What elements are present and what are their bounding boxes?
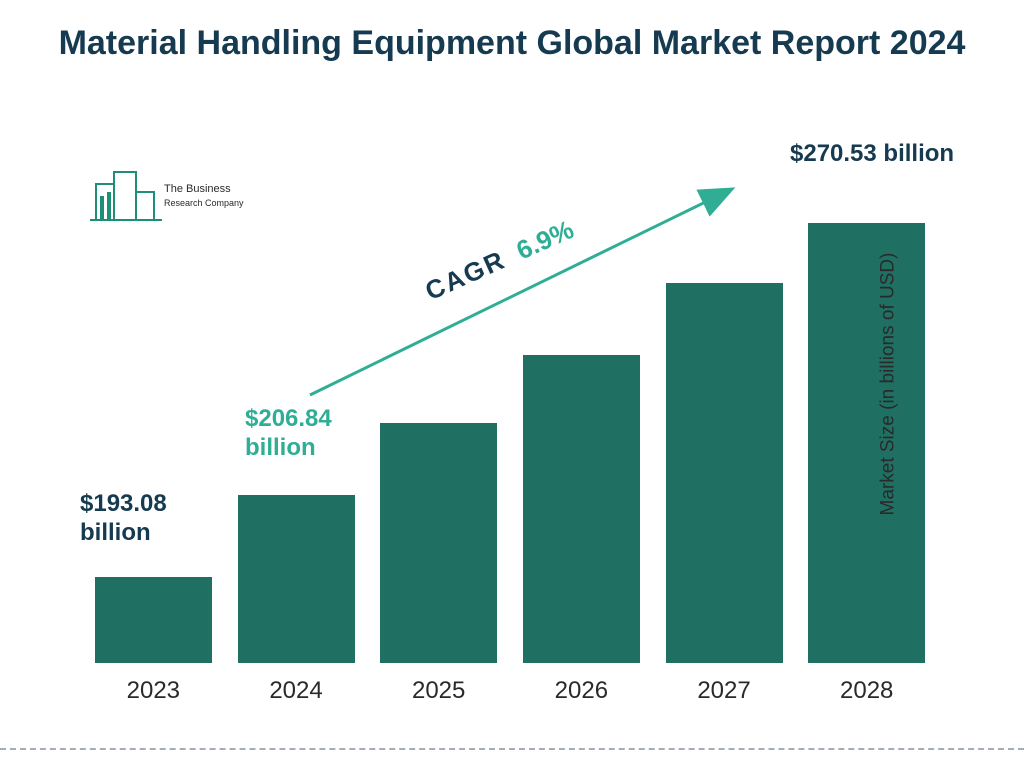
bar: [523, 355, 640, 663]
bar: [380, 423, 497, 663]
value-label-2028: $270.53 billion: [790, 140, 990, 169]
x-label: 2024: [225, 677, 368, 705]
chart-container: Material Handling Equipment Global Marke…: [0, 0, 1024, 768]
bar: [238, 495, 355, 663]
x-axis-labels: 2023 2024 2025 2026 2027 2028: [70, 677, 950, 705]
bar: [666, 283, 783, 663]
bar-2028: [795, 150, 938, 663]
x-label: 2027: [653, 677, 796, 705]
page-title: Material Handling Equipment Global Marke…: [0, 22, 1024, 65]
x-label: 2028: [795, 677, 938, 705]
bar-2023: [82, 150, 225, 663]
bar-2026: [510, 150, 653, 663]
x-label: 2023: [82, 677, 225, 705]
bar-2025: [367, 150, 510, 663]
bottom-dashed-line: [0, 748, 1024, 750]
y-axis-label: Market Size (in billions of USD): [878, 253, 900, 516]
bar: [95, 577, 212, 663]
x-label: 2025: [367, 677, 510, 705]
bars-group: [70, 150, 950, 663]
bar: [808, 223, 925, 663]
bar-2027: [653, 150, 796, 663]
x-label: 2026: [510, 677, 653, 705]
value-label-2024: $206.84 billion: [245, 405, 375, 463]
value-label-2023: $193.08 billion: [80, 490, 210, 548]
bar-chart: 2023 2024 2025 2026 2027 2028: [70, 150, 950, 705]
